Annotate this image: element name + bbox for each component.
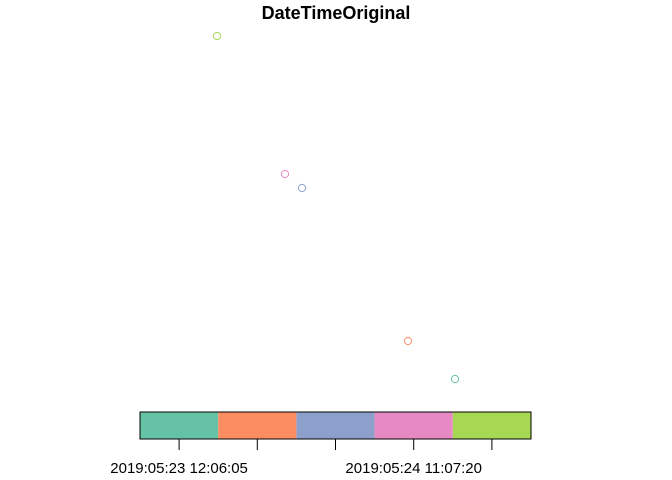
- color-bar-bin: [374, 412, 453, 439]
- color-bar-tick-label: 2019:05:24 11:07:20: [345, 460, 482, 477]
- color-bar-bin: [452, 412, 531, 439]
- data-point: [450, 374, 460, 384]
- data-point: [403, 336, 413, 346]
- data-point: [297, 183, 307, 193]
- data-point: [280, 169, 290, 179]
- points-layer: [212, 31, 460, 384]
- color-bar-bin: [218, 412, 297, 439]
- color-bar-bin: [296, 412, 375, 439]
- color-bar-legend: 2019:05:23 12:06:05 2019:05:24 11:07:20: [110, 411, 532, 477]
- color-bar-bin: [140, 412, 219, 439]
- data-point: [212, 31, 222, 41]
- chart-title: DateTimeOriginal: [262, 3, 411, 23]
- color-bar-tick-label: 2019:05:23 12:06:05: [110, 460, 248, 477]
